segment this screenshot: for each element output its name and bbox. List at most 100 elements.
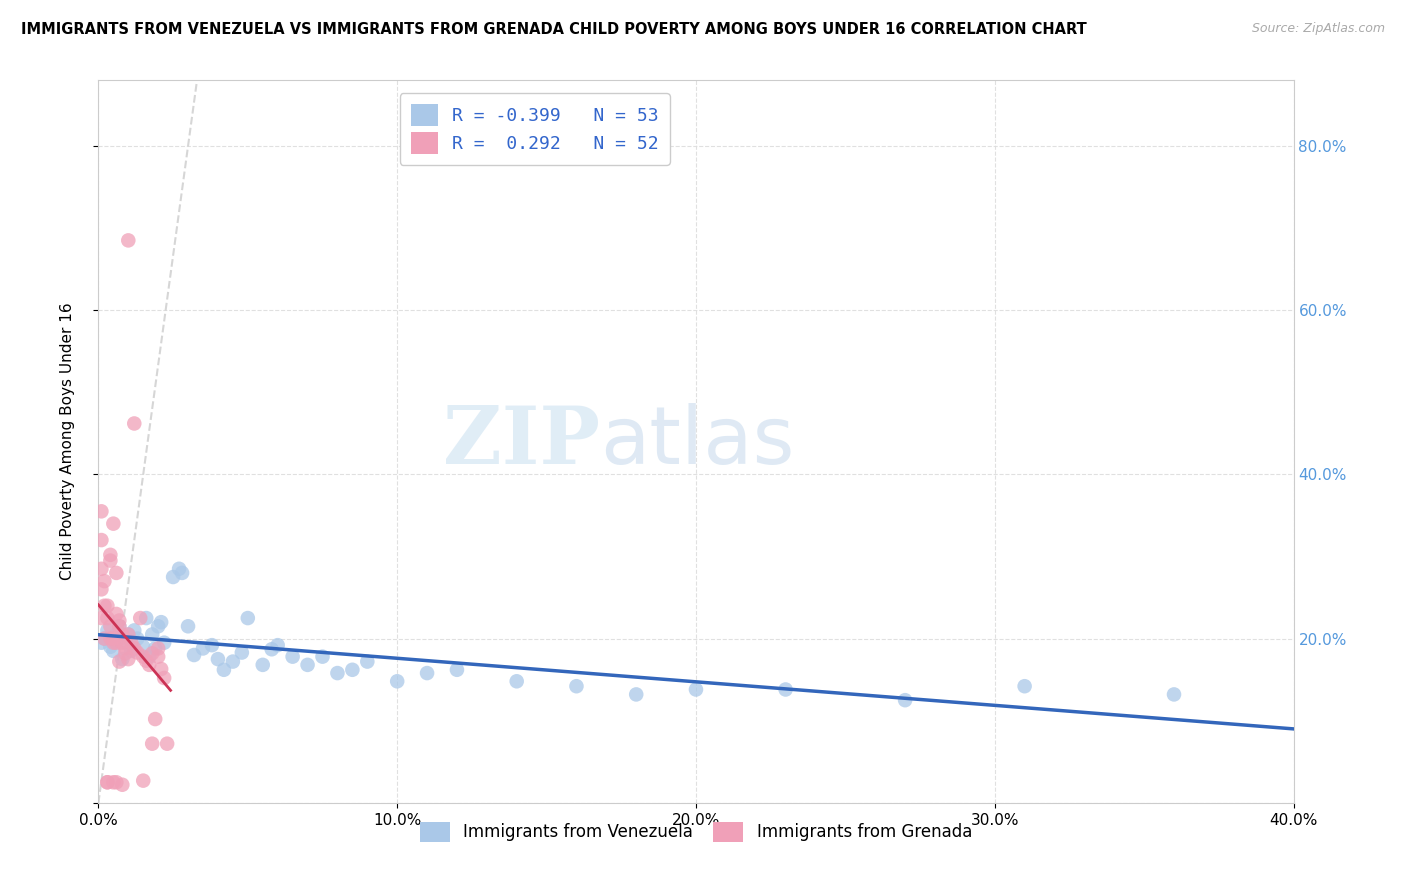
Point xyxy=(108,619,131,633)
Point xyxy=(98,619,122,633)
Point xyxy=(124,641,146,656)
Point xyxy=(236,611,259,625)
Point xyxy=(138,657,160,672)
Point xyxy=(103,644,125,658)
Point xyxy=(124,624,146,638)
Point xyxy=(93,632,115,646)
Point xyxy=(191,641,214,656)
Point xyxy=(114,636,136,650)
Point xyxy=(103,516,125,531)
Point xyxy=(96,775,118,789)
Point xyxy=(281,649,304,664)
Point xyxy=(138,649,160,664)
Point xyxy=(775,682,797,697)
Point xyxy=(117,652,139,666)
Point xyxy=(183,648,205,662)
Point xyxy=(108,619,131,633)
Point xyxy=(103,775,125,789)
Point xyxy=(93,599,115,613)
Point xyxy=(356,655,378,669)
Point xyxy=(124,417,146,431)
Point xyxy=(98,548,122,562)
Point xyxy=(153,671,176,685)
Point xyxy=(90,562,112,576)
Text: ZIP: ZIP xyxy=(443,402,600,481)
Point xyxy=(1163,687,1185,701)
Text: atlas: atlas xyxy=(600,402,794,481)
Point xyxy=(93,632,115,646)
Legend: Immigrants from Venezuela, Immigrants from Grenada: Immigrants from Venezuela, Immigrants fr… xyxy=(413,815,979,848)
Point xyxy=(150,615,173,630)
Point xyxy=(177,619,200,633)
Point xyxy=(98,640,122,654)
Point xyxy=(105,627,128,641)
Point xyxy=(162,570,184,584)
Point xyxy=(141,627,163,641)
Point xyxy=(90,582,112,597)
Point xyxy=(108,655,131,669)
Text: Source: ZipAtlas.com: Source: ZipAtlas.com xyxy=(1251,22,1385,36)
Text: IMMIGRANTS FROM VENEZUELA VS IMMIGRANTS FROM GRENADA CHILD POVERTY AMONG BOYS UN: IMMIGRANTS FROM VENEZUELA VS IMMIGRANTS … xyxy=(21,22,1087,37)
Point xyxy=(565,679,588,693)
Point xyxy=(141,737,163,751)
Point xyxy=(105,607,128,621)
Point xyxy=(103,636,125,650)
Point xyxy=(98,632,122,646)
Point xyxy=(222,655,245,669)
Point xyxy=(416,666,439,681)
Point xyxy=(90,504,112,518)
Point xyxy=(114,641,136,656)
Point xyxy=(143,712,166,726)
Point xyxy=(267,638,290,652)
Y-axis label: Child Poverty Among Boys Under 16: Child Poverty Among Boys Under 16 xyxy=(60,302,75,581)
Point xyxy=(96,775,118,789)
Point xyxy=(132,773,155,788)
Point xyxy=(148,649,170,664)
Point xyxy=(111,778,134,792)
Point xyxy=(111,627,134,641)
Point xyxy=(135,654,157,668)
Point xyxy=(117,233,139,247)
Point xyxy=(96,624,118,638)
Point xyxy=(172,566,194,580)
Point xyxy=(231,646,253,660)
Point xyxy=(108,614,131,628)
Point xyxy=(120,636,142,650)
Point xyxy=(90,611,112,625)
Point xyxy=(1014,679,1036,693)
Point xyxy=(114,646,136,660)
Point xyxy=(105,775,128,789)
Point xyxy=(98,553,122,567)
Point xyxy=(141,646,163,660)
Point xyxy=(385,674,409,689)
Point xyxy=(153,636,176,650)
Point xyxy=(342,663,364,677)
Point xyxy=(105,636,128,650)
Point xyxy=(105,566,128,580)
Point xyxy=(506,674,529,689)
Point xyxy=(150,662,173,676)
Point xyxy=(103,632,125,646)
Point xyxy=(90,533,112,547)
Point xyxy=(297,657,319,672)
Point xyxy=(127,646,149,660)
Point xyxy=(132,640,155,654)
Point xyxy=(148,641,170,656)
Point xyxy=(201,638,224,652)
Point xyxy=(143,641,166,656)
Point xyxy=(132,649,155,664)
Point xyxy=(90,636,112,650)
Point xyxy=(894,693,917,707)
Point xyxy=(207,652,229,666)
Point xyxy=(96,599,118,613)
Point xyxy=(167,562,190,576)
Point xyxy=(212,663,235,677)
Point xyxy=(111,636,134,650)
Point xyxy=(252,657,274,672)
Point xyxy=(120,644,142,658)
Point xyxy=(311,649,333,664)
Point xyxy=(135,611,157,625)
Point xyxy=(117,627,139,641)
Point xyxy=(127,632,149,646)
Point xyxy=(260,642,283,657)
